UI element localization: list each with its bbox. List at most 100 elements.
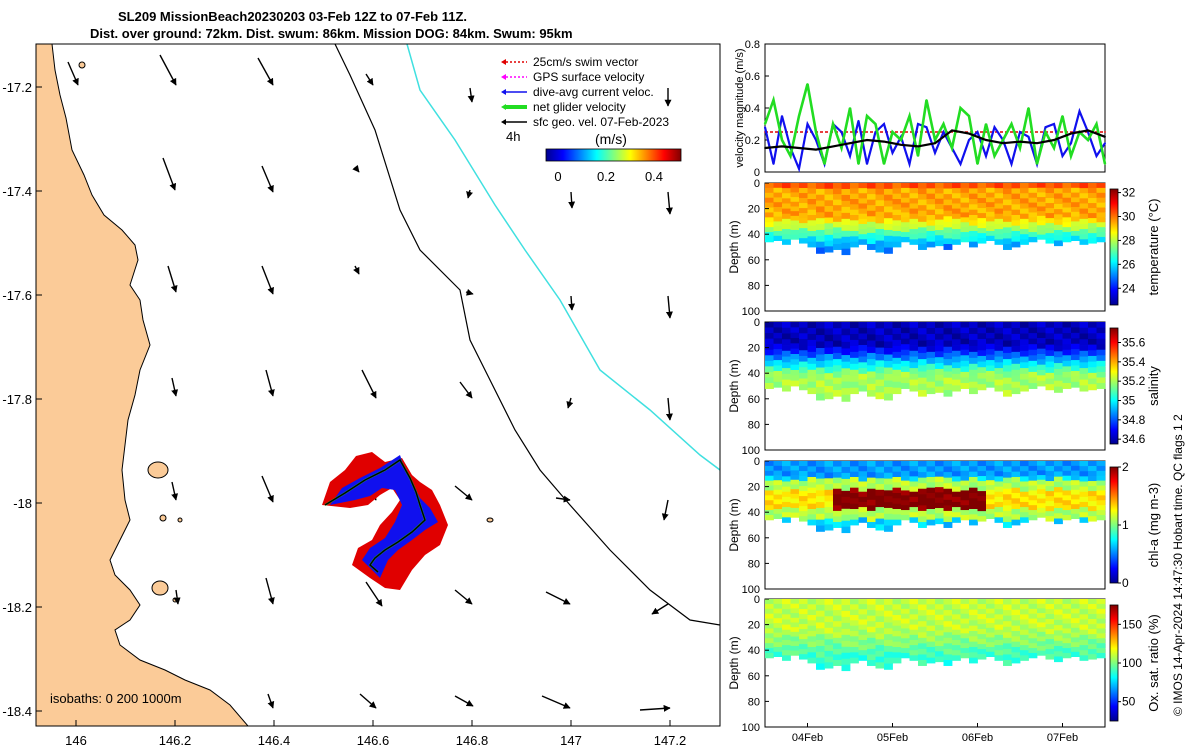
section-cell: [1071, 338, 1080, 345]
section-cell: [790, 622, 800, 628]
section-cell: [867, 210, 876, 217]
section-cell: [960, 232, 970, 238]
section-cell: [1011, 188, 1021, 195]
section-cell: [1062, 383, 1072, 389]
section-cell: [790, 211, 800, 217]
section-cell: [807, 461, 817, 467]
section-cell: [782, 491, 791, 498]
section-cell: [1096, 633, 1106, 639]
section-cell: [782, 239, 791, 245]
section-cell: [943, 199, 953, 206]
section-cell: [935, 635, 944, 642]
section-cell: [1020, 517, 1029, 523]
section-cell: [935, 188, 944, 194]
section-cell: [1062, 227, 1072, 233]
section-cell: [1088, 198, 1097, 204]
section-cell: [986, 627, 995, 633]
section-cell: [1011, 509, 1021, 515]
section-cell: [799, 198, 808, 204]
section-cell: [875, 656, 885, 663]
section-cell: [986, 360, 995, 366]
section-cell: [858, 624, 868, 631]
section-cell: [977, 649, 987, 655]
section-cell: [782, 634, 791, 641]
section-cell: [841, 394, 851, 402]
section-cell: [969, 498, 978, 505]
section-cell: [1079, 333, 1089, 340]
section-cell: [926, 609, 936, 616]
section-cell: [799, 378, 808, 385]
section-cell: [935, 599, 944, 605]
section-cell: [875, 360, 885, 368]
section-cell: [943, 483, 953, 490]
section-cell: [901, 366, 910, 373]
data-point-net-velocity: [925, 99, 928, 101]
section-cell: [1037, 489, 1046, 495]
data-point-net-velocity: [1002, 139, 1004, 141]
section-cell: [884, 599, 893, 606]
section-cell: [790, 359, 800, 366]
section-cell: [875, 366, 885, 374]
section-cell: [1062, 608, 1072, 615]
section-cell: [909, 203, 919, 209]
section-cell: [1028, 628, 1038, 634]
section-cell: [969, 209, 978, 216]
data-point-current: [917, 123, 919, 125]
section-cell: [952, 333, 961, 340]
section-cell: [918, 516, 927, 523]
section-cell: [773, 480, 783, 486]
section-cell: [977, 378, 987, 385]
section-cell: [986, 637, 995, 643]
data-point-net-velocity: [1095, 123, 1098, 125]
section-cell: [1003, 205, 1012, 212]
section-cell: [841, 328, 851, 336]
section-cell: [884, 622, 893, 629]
section-cell: [858, 208, 868, 215]
section-cell: [969, 204, 978, 211]
section-cell: [935, 333, 944, 340]
section-cell: [799, 203, 808, 209]
section-cell: [782, 333, 791, 340]
section-cell: [841, 472, 851, 480]
section-cell: [841, 230, 851, 238]
section-cell: [977, 471, 987, 477]
section-cell: [1088, 644, 1097, 650]
section-cell: [1045, 228, 1055, 234]
section-cell: [952, 501, 961, 508]
section-cell: [909, 476, 919, 482]
section-cell: [918, 216, 927, 223]
geostrophic-arrow: [257, 57, 274, 86]
section-cell: [960, 490, 970, 496]
section-cell: [977, 322, 987, 329]
depth-tick-label: 60: [748, 671, 760, 683]
section-cell: [858, 461, 868, 467]
section-cell: [935, 219, 944, 226]
data-point-current: [1070, 142, 1072, 145]
section-cell: [943, 472, 953, 479]
section-cell: [858, 213, 868, 220]
section-cell: [969, 215, 978, 221]
section-cell: [926, 487, 936, 494]
section-cell: [833, 505, 842, 512]
section-cell: [875, 347, 885, 355]
legend-arrowhead: [501, 119, 506, 125]
section-cell: [884, 604, 893, 612]
section-cell: [816, 247, 825, 254]
section-cell: [909, 213, 919, 220]
section-cell: [799, 208, 808, 214]
section-cell: [960, 510, 970, 516]
section-cell: [994, 604, 1004, 610]
section-cell: [935, 339, 944, 346]
section-cell: [833, 194, 842, 201]
section-cell: [799, 506, 808, 512]
section-cell: [841, 616, 851, 624]
section-cell: [1071, 613, 1080, 619]
section-cell: [926, 482, 936, 489]
section-cell: [824, 334, 834, 342]
section-cell: [773, 202, 783, 208]
section-cell: [824, 188, 834, 195]
section-cell: [790, 206, 800, 212]
section-cell: [986, 192, 995, 198]
section-cell: [1045, 333, 1055, 340]
section-cell: [1020, 213, 1029, 220]
